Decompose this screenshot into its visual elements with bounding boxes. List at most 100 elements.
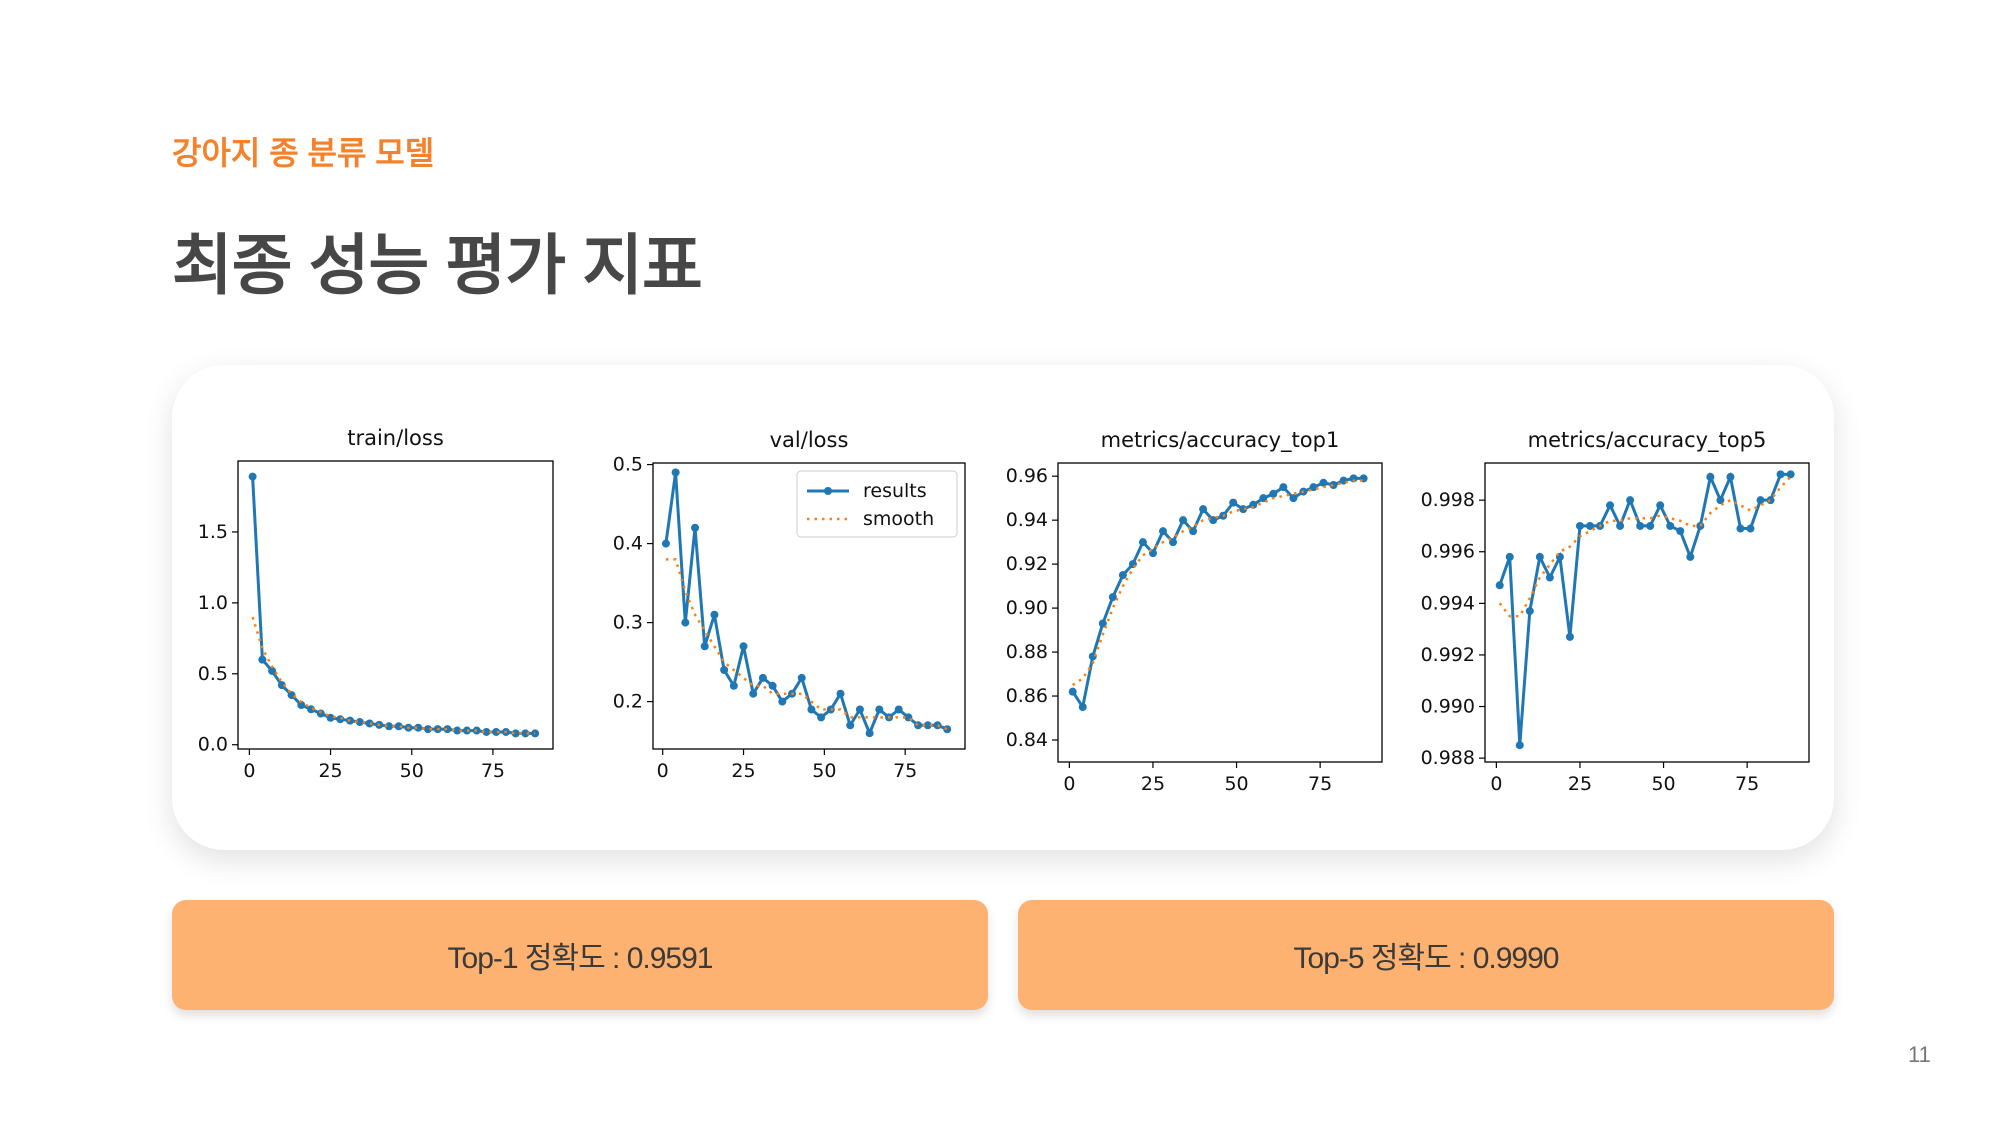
data-point bbox=[1189, 527, 1198, 536]
data-point bbox=[453, 726, 462, 735]
data-point bbox=[729, 681, 738, 690]
metric-box: Top-5 정확도 : 0.9990 bbox=[1018, 900, 1834, 1010]
data-point bbox=[414, 723, 423, 732]
data-point bbox=[462, 726, 471, 735]
data-point bbox=[846, 721, 855, 730]
y-tick-label: 0.90 bbox=[1006, 597, 1048, 619]
data-point bbox=[355, 718, 364, 727]
data-point bbox=[797, 673, 806, 682]
data-point bbox=[492, 727, 501, 736]
data-point bbox=[817, 713, 826, 722]
chart-title: val/loss bbox=[770, 428, 849, 452]
data-point bbox=[1078, 703, 1087, 712]
data-point bbox=[739, 642, 748, 651]
data-point bbox=[875, 705, 884, 714]
data-point bbox=[1706, 472, 1715, 481]
x-tick-label: 25 bbox=[1568, 773, 1592, 795]
data-point bbox=[1199, 505, 1208, 514]
x-tick-label: 25 bbox=[1141, 773, 1165, 795]
chart-title: metrics/accuracy_top1 bbox=[1101, 428, 1340, 453]
data-point bbox=[1515, 741, 1524, 750]
data-point bbox=[681, 618, 690, 627]
data-point bbox=[326, 713, 335, 722]
data-point bbox=[1309, 483, 1318, 492]
metric-box: Top-1 정확도 : 0.9591 bbox=[172, 900, 988, 1010]
x-tick-label: 75 bbox=[893, 760, 917, 782]
data-point bbox=[1319, 478, 1328, 487]
x-tick-label: 75 bbox=[481, 760, 505, 782]
data-point bbox=[758, 673, 767, 682]
data-point bbox=[1495, 581, 1504, 590]
data-point bbox=[1686, 552, 1695, 561]
data-point bbox=[1269, 489, 1278, 498]
x-tick-label: 50 bbox=[812, 760, 836, 782]
data-point bbox=[1068, 687, 1077, 696]
x-tick-label: 25 bbox=[731, 760, 755, 782]
smooth-line bbox=[251, 616, 536, 735]
x-tick-label: 0 bbox=[1063, 773, 1075, 795]
data-point bbox=[511, 729, 520, 738]
y-tick-label: 0.996 bbox=[1421, 541, 1475, 563]
data-point bbox=[894, 705, 903, 714]
data-point bbox=[1756, 496, 1765, 505]
y-tick-label: 0.2 bbox=[613, 691, 643, 713]
charts: train/loss 0.0 0.5 1.0 1.5 0 25 50 75 val/loss 0.2… bbox=[198, 426, 1810, 795]
data-point bbox=[1179, 516, 1188, 525]
data-point bbox=[423, 725, 432, 734]
axes-frame bbox=[1484, 462, 1810, 763]
data-point bbox=[855, 705, 864, 714]
data-point bbox=[365, 719, 374, 728]
data-point bbox=[1169, 538, 1178, 547]
x-tick-label: 50 bbox=[1651, 773, 1675, 795]
y-tick-label: 0.0 bbox=[198, 734, 228, 756]
data-point bbox=[1776, 470, 1785, 479]
data-point bbox=[1289, 494, 1298, 503]
y-tick-label: 0.94 bbox=[1006, 509, 1048, 531]
x-tick-label: 25 bbox=[318, 760, 342, 782]
data-point bbox=[531, 729, 540, 738]
data-point bbox=[1329, 480, 1338, 489]
data-point bbox=[336, 715, 345, 724]
data-point bbox=[1505, 552, 1514, 561]
data-point bbox=[1128, 560, 1137, 569]
axes-frame bbox=[237, 460, 554, 750]
data-point bbox=[671, 468, 680, 477]
data-point bbox=[778, 697, 787, 706]
axes-frame bbox=[652, 462, 966, 750]
smooth-line bbox=[1072, 479, 1364, 687]
data-point bbox=[1676, 527, 1685, 536]
y-tick-label: 0.92 bbox=[1006, 553, 1048, 575]
y-tick-label: 0.988 bbox=[1421, 747, 1475, 769]
data-point bbox=[1535, 552, 1544, 561]
results-line bbox=[1071, 476, 1364, 711]
x-tick-label: 0 bbox=[243, 760, 255, 782]
data-point bbox=[443, 725, 452, 734]
y-tick-label: 0.5 bbox=[198, 663, 228, 685]
axes-frame bbox=[1057, 462, 1383, 763]
data-point bbox=[1666, 521, 1675, 530]
x-tick-label: 75 bbox=[1308, 773, 1332, 795]
data-point bbox=[307, 705, 316, 714]
data-point bbox=[297, 701, 306, 710]
data-point bbox=[914, 721, 923, 730]
smooth-line bbox=[1498, 476, 1792, 618]
y-tick-label: 0.990 bbox=[1421, 696, 1475, 718]
data-point bbox=[749, 689, 758, 698]
data-point bbox=[1746, 524, 1755, 533]
data-point bbox=[1565, 632, 1574, 641]
data-point bbox=[521, 729, 530, 738]
data-point bbox=[1656, 501, 1665, 510]
data-point bbox=[691, 523, 700, 532]
y-tick-label: 0.86 bbox=[1006, 685, 1048, 707]
data-point bbox=[661, 539, 670, 548]
y-tick-label: 0.84 bbox=[1006, 729, 1048, 751]
y-tick-label: 0.3 bbox=[613, 612, 643, 634]
data-point bbox=[1158, 527, 1167, 536]
data-point bbox=[1626, 496, 1635, 505]
legend-label: smooth bbox=[863, 508, 934, 530]
chart-card: train/loss 0.0 0.5 1.0 1.5 0 25 50 75 val/loss 0.2… bbox=[172, 365, 1834, 850]
chart-title: metrics/accuracy_top5 bbox=[1528, 428, 1767, 453]
y-tick-label: 0.994 bbox=[1421, 592, 1475, 614]
data-point bbox=[700, 642, 709, 651]
